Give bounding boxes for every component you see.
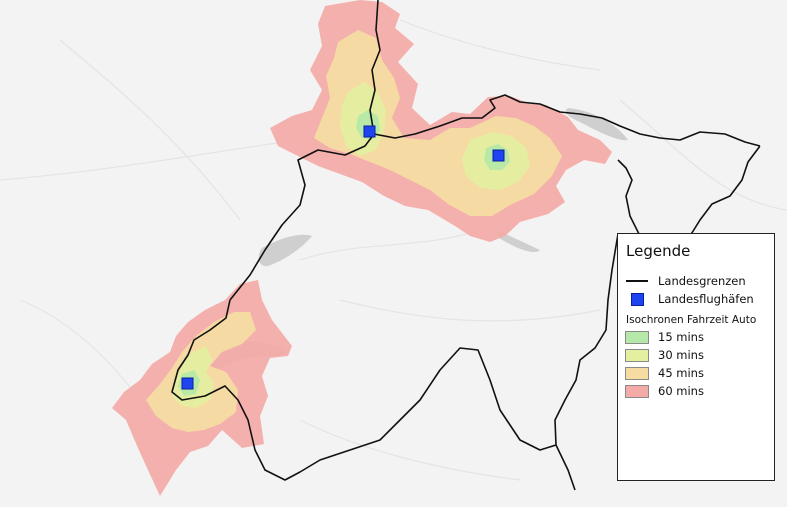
legend-row-airport: Landesflughäfen [624, 290, 768, 308]
legend-30-label: 30 mins [658, 348, 704, 362]
road-line [299, 229, 481, 261]
legend-row-30: 30 mins [624, 346, 768, 364]
airports [181, 125, 505, 390]
road-line [339, 299, 601, 322]
road-line [0, 139, 301, 181]
background-roads [0, 19, 787, 481]
road-line [19, 299, 141, 401]
legend-title: Legende [626, 242, 691, 260]
lake-zurich [496, 230, 540, 253]
border-line-icon [624, 274, 650, 288]
legend-45-label: 45 mins [658, 366, 704, 380]
legend-isochrone-heading: Isochronen Fahrzeit Auto [626, 314, 757, 326]
legend-60-label: 60 mins [658, 384, 704, 398]
airport-basel-marker [363, 125, 376, 138]
swatch-45-icon [624, 366, 650, 380]
airport-zurich-marker [492, 149, 505, 162]
isochrones-north [270, 0, 612, 242]
legend-row-45: 45 mins [624, 364, 768, 382]
road-line [399, 19, 601, 71]
lake-constance [565, 108, 628, 141]
isochrones-south [112, 280, 292, 496]
legend-row-border: Landesgrenzen [624, 272, 768, 290]
swatch-30-icon [624, 348, 650, 362]
road-line [299, 419, 521, 481]
legend-15-label: 15 mins [658, 330, 704, 344]
legend-row-60: 60 mins [624, 382, 768, 400]
swatch-60-icon [624, 384, 650, 398]
road-line [59, 39, 241, 221]
airport-geneva-marker [181, 377, 194, 390]
legend-airport-label: Landesflughäfen [658, 292, 754, 306]
swatch-15-icon [624, 330, 650, 344]
airport-square-icon [624, 292, 650, 306]
legend-border-label: Landesgrenzen [658, 274, 746, 288]
road-line [619, 99, 787, 211]
legend-row-15: 15 mins [624, 328, 768, 346]
lake-neuchatel [258, 234, 312, 267]
map-legend: Legende Landesgrenzen Landesflughäfen Is… [617, 233, 775, 481]
